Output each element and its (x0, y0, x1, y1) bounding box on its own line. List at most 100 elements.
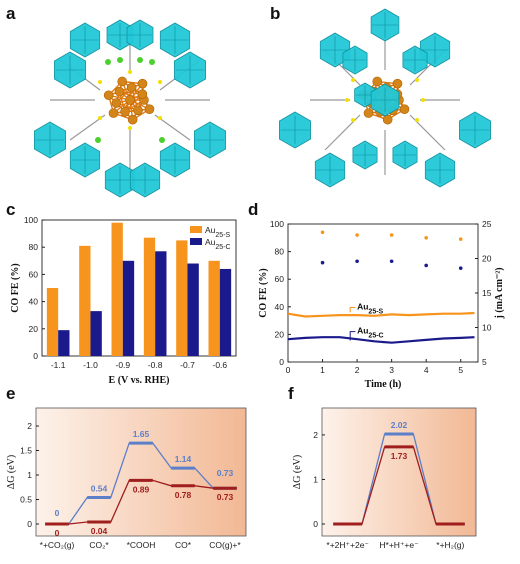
ytick-c: 100 (24, 215, 38, 225)
value-label: 0.73 (217, 468, 234, 478)
ytick-c: 40 (29, 297, 39, 307)
xlabel-c: E (V vs. RHE) (109, 375, 170, 386)
fe-point-s (389, 233, 394, 237)
fe-point-c (355, 259, 359, 264)
value-label: 1.65 (133, 429, 150, 439)
ytick-c: 80 (29, 242, 39, 252)
legend-label-c: Au25-C (205, 237, 231, 251)
xtick-e: CO* (175, 540, 192, 550)
panel-label-c: c (6, 200, 16, 219)
ytick: 2 (313, 430, 318, 440)
ytick-c: 20 (29, 324, 39, 334)
ytick: 1 (27, 470, 32, 480)
bar-au25-s (143, 237, 156, 356)
value-label: 0.54 (91, 484, 108, 494)
ytick-left-d: 100 (270, 219, 284, 229)
current-line-c (287, 336, 475, 344)
xtick-c: -0.8 (148, 360, 163, 370)
current-line-s (287, 311, 475, 318)
legend-swatch-c (190, 238, 202, 245)
xtick-e: CO₂* (89, 540, 109, 550)
ylabel-right-d: j (mA cm⁻²) (494, 267, 505, 319)
xtick-f: *+H₂(g) (436, 540, 464, 550)
ytick-right-d: 10 (482, 323, 492, 333)
bar-au25-s (176, 240, 188, 356)
bar-au25-c (122, 260, 135, 356)
ytick-right-d: 20 (482, 254, 492, 264)
plot-background-e (35, 407, 247, 537)
value-label: 0 (55, 508, 60, 518)
ytick: 0 (313, 519, 318, 529)
ytick-left-d: 20 (275, 329, 285, 339)
xtick-d: 2 (355, 365, 360, 375)
value-label: 1.14 (175, 454, 192, 464)
fe-point-c (424, 263, 428, 268)
value-label: 0.04 (91, 526, 108, 536)
xtick-f: H*+H⁺+e⁻ (379, 540, 419, 550)
fe-point-c (320, 260, 325, 265)
xlabel-d: Time (h) (365, 379, 402, 390)
value-label: 0.78 (175, 490, 192, 500)
xtick-d: 3 (389, 365, 394, 375)
xtick-d: 0 (286, 365, 291, 375)
panel-label-f: f (288, 384, 294, 403)
xtick-d: 4 (424, 365, 429, 375)
arrow-c (349, 331, 356, 341)
value-label-2.02: 2.02 (391, 420, 408, 430)
xtick-c: -0.9 (116, 360, 131, 370)
xtick-c: -1.0 (83, 360, 98, 370)
ytick: 0.5 (20, 495, 32, 505)
arrow-s (349, 306, 356, 313)
fe-point-c (389, 259, 394, 264)
xtick-e: *+CO₂(g) (40, 540, 75, 550)
ytick: 1 (313, 474, 318, 484)
plot-background-f (321, 407, 477, 537)
bar-au25-s (208, 260, 220, 356)
bar-au25-c (58, 330, 70, 356)
xtick-d: 1 (320, 365, 325, 375)
ytick-left-d: 60 (275, 274, 285, 284)
bar-au25-c (219, 268, 232, 356)
value-label: 0 (55, 528, 60, 538)
ytick-c: 0 (33, 351, 38, 361)
bar-au25-s (46, 288, 59, 356)
value-label: 0.73 (217, 492, 234, 502)
ytick: 1.5 (20, 446, 32, 456)
xtick-c: -0.6 (213, 360, 228, 370)
ytick: 2 (27, 421, 32, 431)
ylabel-c: CO FE (%) (10, 263, 21, 312)
label-au25-s: Au25-S (357, 302, 383, 316)
bar-au25-c (155, 251, 167, 356)
xtick-e: CO(g)+* (209, 540, 241, 550)
ytick-right-d: 15 (482, 288, 492, 298)
legend-label-s: Au25-S (205, 225, 231, 239)
ytick-c: 60 (29, 269, 39, 279)
panel-label-d: d (248, 200, 259, 219)
fe-point-s (458, 237, 463, 241)
fe-point-s (320, 230, 325, 235)
legend-swatch-s (190, 226, 202, 233)
bar-au25-s (111, 222, 123, 356)
value-label: 0.89 (133, 484, 150, 494)
panel-label-b: b (270, 4, 281, 23)
ytick-left-d: 80 (275, 247, 285, 257)
ylabel-e: ΔG (eV) (6, 455, 17, 489)
ytick-left-d: 40 (275, 302, 285, 312)
label-au25-c: Au25-C (357, 326, 384, 340)
bar-au25-c (90, 311, 102, 356)
ytick-right-d: 25 (482, 219, 492, 229)
ylabel-f: ΔG (eV) (292, 455, 303, 489)
bar-au25-s (79, 245, 91, 356)
fe-point-s (355, 233, 359, 237)
bar-au25-c (187, 263, 199, 356)
xtick-f: *+2H⁺+2e⁻ (326, 540, 369, 550)
panel-label-a: a (6, 4, 16, 23)
value-label-1.73: 1.73 (391, 451, 408, 461)
xtick-c: -1.1 (51, 360, 66, 370)
ytick: 0 (27, 519, 32, 529)
ytick-left-d: 0 (279, 357, 284, 367)
xtick-e: *COOH (127, 540, 156, 550)
